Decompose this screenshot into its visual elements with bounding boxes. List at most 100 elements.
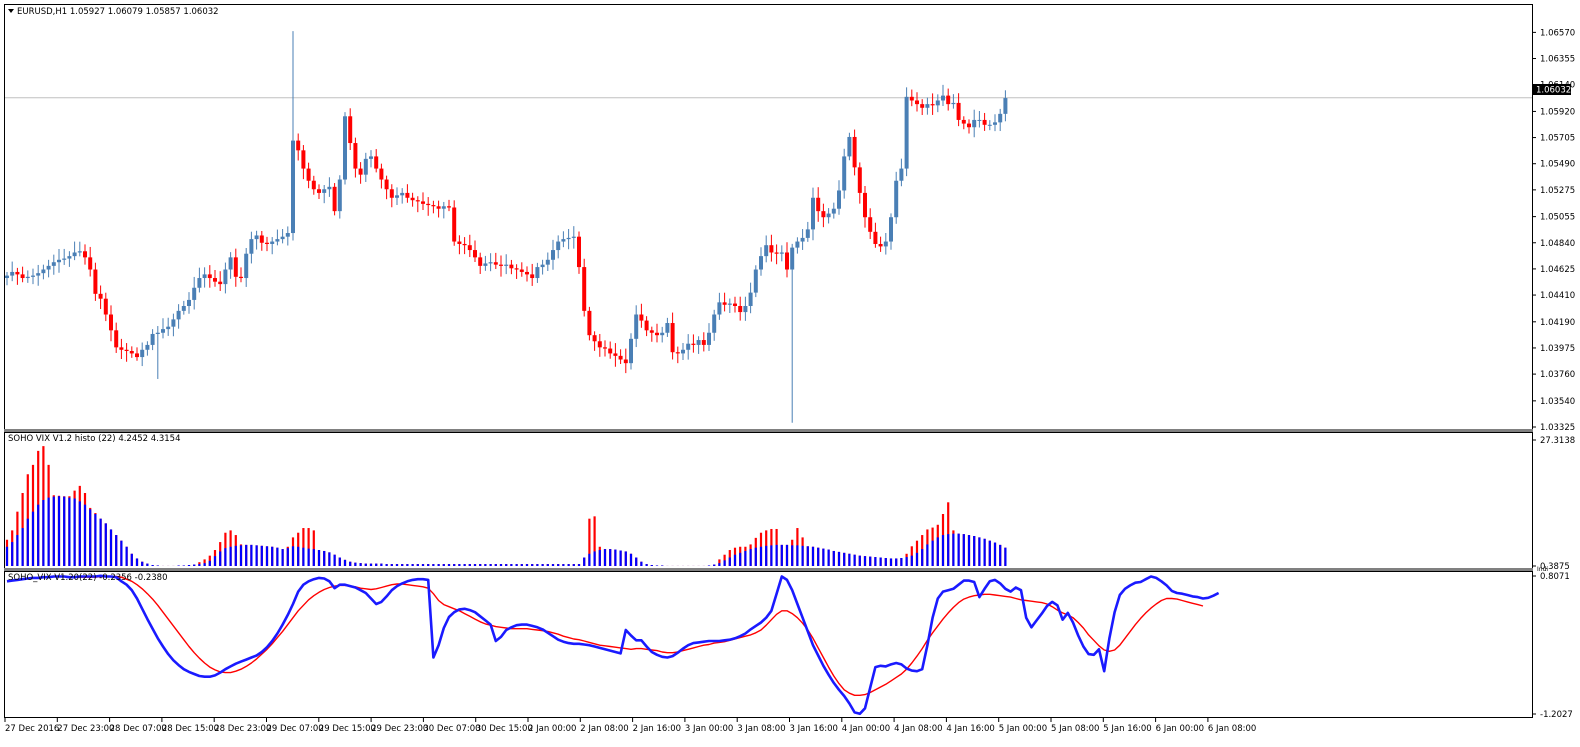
pane-separator-2[interactable] bbox=[4, 568, 1533, 571]
time-tick-label: 2 Jan 08:00 bbox=[580, 724, 628, 734]
candle-body bbox=[488, 262, 493, 264]
candle-body bbox=[187, 299, 191, 306]
candle-body bbox=[374, 156, 379, 169]
candle-body bbox=[764, 245, 769, 257]
candle-body bbox=[545, 259, 550, 265]
candle-body bbox=[379, 168, 384, 180]
candle-body bbox=[145, 344, 150, 350]
time-tick-label: 5 Jan 16:00 bbox=[1103, 724, 1151, 734]
candle-body bbox=[348, 116, 353, 144]
time-tick-label: 30 Dec 07:00 bbox=[423, 724, 480, 734]
line-pane-tick-label: 0.8071 bbox=[1540, 572, 1570, 582]
candle-body bbox=[857, 167, 862, 193]
price-tick-label: 1.05275 bbox=[1540, 186, 1575, 196]
candle-body bbox=[155, 332, 160, 334]
candle-body bbox=[717, 302, 722, 315]
candle-body bbox=[691, 343, 696, 345]
collapse-arrow-icon[interactable] bbox=[8, 9, 14, 13]
price-tick-label: 1.04410 bbox=[1540, 291, 1575, 301]
time-tick-label: 5 Jan 08:00 bbox=[1051, 724, 1099, 734]
candle-body bbox=[774, 252, 779, 254]
candle-body bbox=[665, 323, 670, 333]
candle-body bbox=[202, 274, 207, 279]
time-tick-label: 28 Dec 23:00 bbox=[214, 724, 271, 734]
candle-body bbox=[473, 250, 477, 258]
candle-body bbox=[462, 243, 467, 246]
candle-body bbox=[961, 119, 966, 124]
price-tick-label: 1.05055 bbox=[1540, 213, 1575, 223]
candle-body bbox=[426, 203, 431, 206]
candle-body bbox=[743, 305, 748, 313]
candle-body bbox=[441, 206, 446, 209]
line-pane-corner-label: Indi bbox=[1537, 566, 1548, 573]
candle-body bbox=[842, 156, 847, 191]
candle-body bbox=[197, 278, 202, 288]
candle-body bbox=[483, 263, 488, 266]
candle-body bbox=[296, 140, 301, 151]
candle-body bbox=[317, 189, 321, 193]
candle-body bbox=[322, 189, 327, 193]
candle-body bbox=[733, 303, 737, 306]
candle-body bbox=[265, 242, 269, 244]
candle-body bbox=[109, 314, 113, 331]
candle-body bbox=[883, 241, 888, 247]
candle-body bbox=[5, 275, 9, 279]
candle-body bbox=[353, 143, 358, 169]
candle-body bbox=[727, 303, 732, 305]
candle-body bbox=[571, 236, 576, 238]
candle-body bbox=[119, 347, 124, 350]
candle-body bbox=[41, 269, 46, 274]
candle-body bbox=[291, 140, 295, 234]
candle-body bbox=[15, 271, 20, 275]
candle-body bbox=[889, 217, 893, 242]
candle-body bbox=[696, 340, 701, 345]
time-tick-label: 5 Jan 00:00 bbox=[999, 724, 1047, 734]
time-tick-label: 29 Dec 15:00 bbox=[319, 724, 376, 734]
candle-body bbox=[228, 257, 233, 270]
candle-body bbox=[103, 298, 108, 315]
candle-body bbox=[280, 236, 285, 240]
candle-body bbox=[956, 102, 961, 120]
candle-body bbox=[31, 275, 35, 277]
time-tick-label: 28 Dec 15:00 bbox=[162, 724, 219, 734]
candle-body bbox=[587, 310, 592, 336]
candle-body bbox=[171, 319, 176, 327]
time-tick-label: 6 Jan 08:00 bbox=[1208, 724, 1256, 734]
candle-body bbox=[395, 195, 399, 198]
candle-body bbox=[639, 314, 644, 321]
candle-body bbox=[514, 268, 519, 270]
candle-body bbox=[181, 305, 186, 311]
candle-body bbox=[686, 343, 691, 350]
price-tick-label: 1.03760 bbox=[1540, 370, 1575, 380]
candle-body bbox=[551, 250, 555, 260]
candle-body bbox=[655, 332, 659, 336]
candle-body bbox=[722, 302, 727, 305]
candle-body bbox=[681, 349, 685, 354]
candle-body bbox=[649, 330, 654, 333]
candle-body bbox=[701, 340, 706, 345]
candle-body bbox=[88, 257, 93, 270]
candle-body bbox=[57, 259, 61, 263]
candle-body bbox=[623, 359, 628, 364]
candle-body bbox=[972, 119, 977, 128]
candle-body bbox=[987, 124, 992, 126]
candle-body bbox=[603, 347, 607, 349]
candle-body bbox=[660, 332, 665, 336]
candle-body bbox=[218, 281, 223, 285]
line-pane-frame bbox=[4, 571, 1533, 718]
candle-body bbox=[873, 231, 878, 244]
candle-body bbox=[785, 252, 789, 270]
price-tick-label: 1.04840 bbox=[1540, 239, 1575, 249]
candle-body bbox=[795, 241, 800, 248]
candle-body bbox=[930, 104, 935, 106]
candle-body bbox=[748, 292, 753, 306]
price-tick-label: 1.05490 bbox=[1540, 160, 1575, 170]
histo-tick-label: 27.3138 bbox=[1540, 436, 1575, 446]
pane-separator-1[interactable] bbox=[4, 429, 1533, 432]
candlestick-series bbox=[5, 31, 1008, 423]
candle-body bbox=[779, 252, 784, 254]
candle-body bbox=[436, 206, 441, 209]
